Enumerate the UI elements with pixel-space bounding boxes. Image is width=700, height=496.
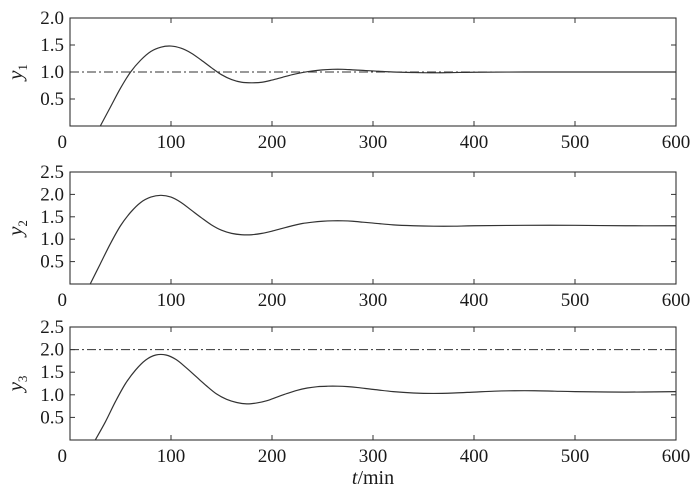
panel-1: 0 100 200 300 400 500 600 0.5 1.0 1.5 2.0 y1: [3, 8, 690, 153]
panel-3: 0 100 200 300 400 500 600 0.51.01.52.02.5 y3 t/mi…: [3, 317, 690, 489]
y-axis-label: y1: [3, 64, 30, 82]
y-tick-label: 0.5: [40, 407, 64, 428]
y-tick-label: 2.0: [40, 340, 64, 361]
x-tick-label: 400: [460, 446, 489, 467]
y-tick-label: 2.5: [40, 317, 64, 338]
x-tick-label: 400: [460, 290, 489, 311]
y-tick-label: 1.5: [40, 362, 64, 383]
x-tick-label: 600: [662, 446, 691, 467]
x-tick-label: 200: [258, 290, 287, 311]
y-tick-label: 1.0: [40, 385, 64, 406]
y-axis-label-main: y: [3, 70, 27, 82]
x-tick-label: 400: [460, 132, 489, 153]
y-axis-label-subscript: 1: [15, 64, 30, 71]
x-tick-label: 100: [157, 446, 186, 467]
y-tick-label: 2.5: [40, 162, 64, 183]
y-tick-label: 0.5: [40, 252, 64, 273]
x-axis-label-variable: t: [352, 467, 358, 489]
response-curve: [89, 194, 677, 285]
y-tick-label: 1.0: [40, 62, 64, 83]
plot-frame: [69, 171, 677, 285]
x-tick-label: 600: [662, 290, 691, 311]
y-tick-label: 1.5: [40, 207, 64, 228]
response-curve: [99, 45, 676, 127]
x-tick-label: 100: [157, 290, 186, 311]
x-tick-label: 0: [58, 132, 68, 153]
y-axis-label: y2: [3, 220, 30, 238]
y-axis-label: y3: [3, 376, 30, 394]
y-axis-label-main: y: [3, 381, 27, 393]
x-tick-label: 0: [58, 290, 68, 311]
x-tick-label: 300: [359, 290, 388, 311]
x-tick-label: 200: [258, 446, 287, 467]
x-tick-label: 500: [561, 132, 590, 153]
x-tick-label: 300: [359, 132, 388, 153]
x-tick-label: 300: [359, 446, 388, 467]
y-tick-label: 1.5: [40, 35, 64, 56]
x-tick-label: 200: [258, 132, 287, 153]
y-axis-label-subscript: 3: [15, 376, 30, 383]
y-tick-label: 2.0: [40, 8, 64, 29]
x-tick-label: 600: [662, 132, 691, 153]
x-tick-label: 100: [157, 132, 186, 153]
x-tick-label: 0: [58, 446, 68, 467]
y-axis-label-subscript: 2: [15, 220, 30, 227]
panel-2: 0 100 200 300 400 500 600 0.51.01.52.02.5 y2: [3, 162, 690, 311]
x-axis-label: t/min: [352, 467, 394, 489]
y-tick-label: 0.5: [40, 89, 64, 110]
x-tick-label: 500: [561, 290, 590, 311]
plot-frame: [69, 326, 677, 441]
y-tick-label: 2.0: [40, 184, 64, 205]
response-curve: [94, 353, 677, 441]
x-tick-label: 500: [561, 446, 590, 467]
y-axis-label-main: y: [3, 226, 27, 238]
x-axis-label-unit: /min: [357, 467, 394, 489]
y-tick-label: 1.0: [40, 229, 64, 250]
